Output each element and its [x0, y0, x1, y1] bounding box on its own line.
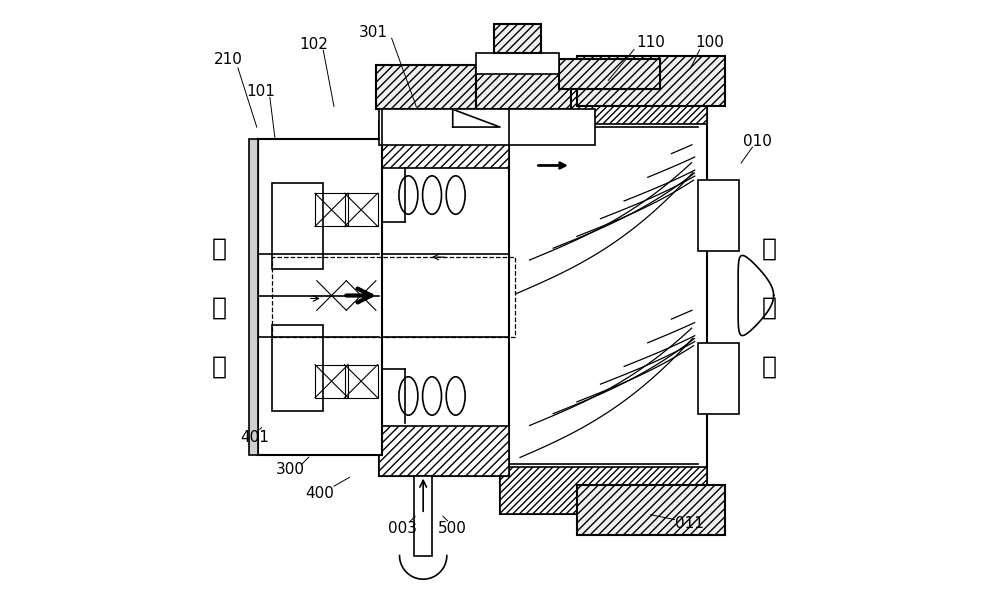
Bar: [379, 121, 509, 168]
Bar: [500, 467, 707, 514]
Bar: [345, 193, 378, 226]
Bar: [577, 485, 725, 535]
Text: 003: 003: [388, 521, 417, 537]
Bar: [379, 109, 595, 145]
Text: 吸: 吸: [761, 355, 776, 378]
Bar: [698, 343, 739, 414]
Bar: [559, 59, 660, 89]
Bar: [345, 365, 378, 398]
Text: 气: 气: [761, 296, 776, 319]
Text: 301: 301: [358, 25, 387, 40]
Bar: [379, 121, 509, 476]
Bar: [379, 426, 509, 476]
Bar: [249, 139, 258, 455]
Bar: [476, 65, 571, 109]
Text: 011: 011: [675, 515, 704, 531]
Polygon shape: [453, 109, 500, 127]
Bar: [315, 365, 348, 398]
Bar: [698, 180, 739, 251]
Bar: [272, 183, 323, 269]
Text: 300: 300: [276, 462, 305, 478]
Bar: [476, 53, 559, 74]
Bar: [494, 24, 541, 53]
Bar: [315, 193, 348, 226]
Text: 401: 401: [240, 430, 269, 445]
Text: 110: 110: [636, 35, 665, 50]
Text: 侧: 侧: [212, 236, 227, 260]
Bar: [376, 65, 476, 109]
Text: 101: 101: [246, 84, 275, 99]
Bar: [577, 56, 725, 106]
Bar: [500, 89, 707, 514]
Text: 侧: 侧: [761, 236, 776, 260]
Text: 210: 210: [214, 51, 243, 67]
Text: 102: 102: [299, 37, 328, 52]
Text: 500: 500: [438, 521, 467, 537]
Text: 气: 气: [212, 296, 227, 319]
Text: 100: 100: [695, 35, 724, 50]
Text: 400: 400: [305, 486, 334, 501]
Bar: [258, 139, 382, 455]
Bar: [272, 325, 323, 411]
Bar: [500, 89, 707, 124]
Text: 排: 排: [212, 355, 227, 378]
Text: 010: 010: [743, 134, 772, 150]
Bar: [414, 476, 432, 556]
